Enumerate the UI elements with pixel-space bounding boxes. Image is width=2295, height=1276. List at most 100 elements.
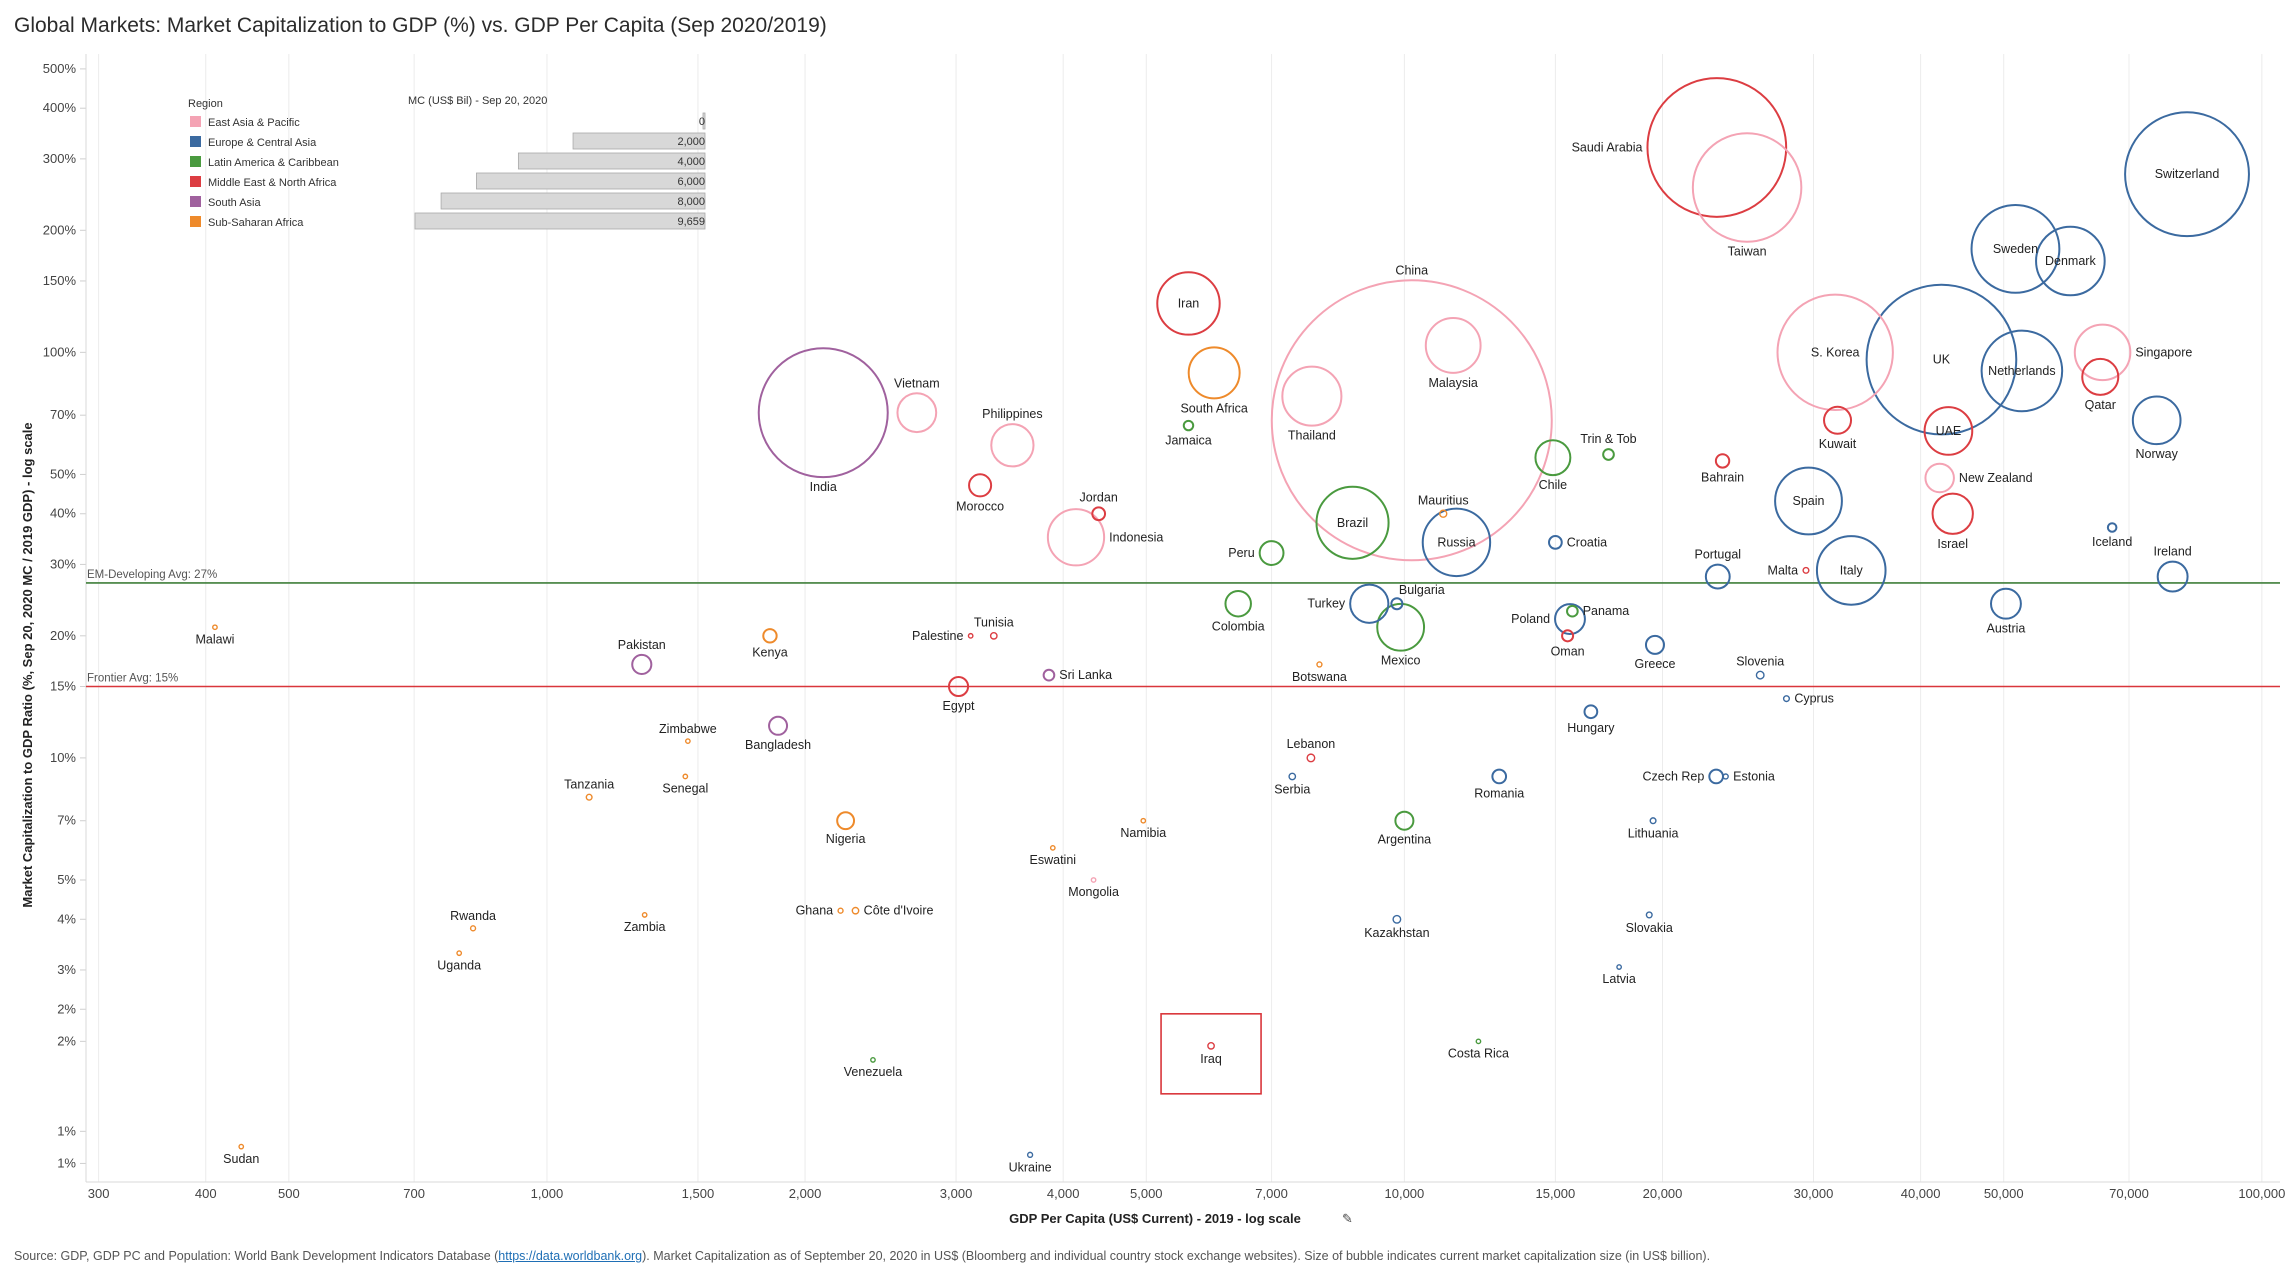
y-tick-label: 200% bbox=[43, 222, 77, 237]
point-chile[interactable] bbox=[1534, 439, 1572, 477]
point-taiwan[interactable] bbox=[1691, 132, 1803, 243]
point-trin-tob[interactable] bbox=[1602, 448, 1615, 461]
source-prefix: Source: GDP, GDP PC and Population: Worl… bbox=[14, 1249, 499, 1263]
point-turkey[interactable] bbox=[1349, 583, 1390, 624]
point-austria[interactable] bbox=[1990, 587, 2022, 620]
point-malta[interactable] bbox=[1802, 566, 1810, 574]
point-s-korea[interactable] bbox=[1776, 293, 1894, 412]
point-indonesia[interactable] bbox=[1046, 508, 1106, 567]
point-thailand[interactable] bbox=[1281, 365, 1343, 427]
point-greece[interactable] bbox=[1644, 634, 1665, 655]
point-morocco[interactable] bbox=[968, 473, 993, 498]
point-latvia[interactable] bbox=[1616, 964, 1623, 970]
point-sweden[interactable] bbox=[1970, 203, 2061, 294]
point-new-zealand[interactable] bbox=[1924, 462, 1955, 494]
legend-size-label: 4,000 bbox=[677, 156, 705, 168]
label-jamaica: Jamaica bbox=[1165, 433, 1212, 447]
point-zambia[interactable] bbox=[641, 912, 648, 918]
point-estonia[interactable] bbox=[1722, 773, 1729, 780]
point-oman[interactable] bbox=[1561, 629, 1575, 643]
point-egypt[interactable] bbox=[947, 675, 970, 698]
point-panama[interactable] bbox=[1566, 604, 1579, 618]
source-link[interactable]: https://data.worldbank.org bbox=[498, 1249, 643, 1263]
point-saudi-arabia[interactable] bbox=[1646, 77, 1788, 218]
point-ireland[interactable] bbox=[2156, 560, 2189, 593]
point-lithuania[interactable] bbox=[1649, 817, 1657, 825]
point-switzerland[interactable] bbox=[2124, 111, 2250, 238]
point-vietnam[interactable] bbox=[896, 392, 938, 434]
point-costa-rica[interactable] bbox=[1475, 1038, 1482, 1045]
point-hungary[interactable] bbox=[1583, 704, 1599, 720]
point-malawi[interactable] bbox=[212, 624, 218, 631]
point-uae[interactable] bbox=[1923, 406, 1974, 456]
point-iraq[interactable] bbox=[1207, 1041, 1215, 1050]
point-slovenia[interactable] bbox=[1755, 670, 1765, 680]
point-lebanon[interactable] bbox=[1306, 753, 1316, 763]
point-malaysia[interactable] bbox=[1424, 317, 1482, 374]
point-uk[interactable] bbox=[1865, 283, 2018, 436]
point-qatar[interactable] bbox=[2081, 357, 2120, 396]
point-kuwait[interactable] bbox=[1823, 405, 1853, 435]
point-sri-lanka[interactable] bbox=[1042, 668, 1056, 682]
point-senegal[interactable] bbox=[682, 773, 689, 780]
y-tick-label: 1% bbox=[57, 1123, 76, 1138]
point-argentina[interactable] bbox=[1394, 810, 1415, 831]
point-c-te-d-ivoire[interactable] bbox=[851, 906, 860, 915]
point-nigeria[interactable] bbox=[836, 811, 856, 831]
point-netherlands[interactable] bbox=[1980, 329, 2064, 413]
point-uganda[interactable] bbox=[456, 950, 463, 957]
point-iran[interactable] bbox=[1156, 271, 1221, 336]
point-jamaica[interactable] bbox=[1182, 419, 1195, 432]
point-portugal[interactable] bbox=[1704, 563, 1731, 590]
point-south-africa[interactable] bbox=[1187, 346, 1241, 400]
point-cyprus[interactable] bbox=[1782, 695, 1791, 703]
legend-swatch-south-asia bbox=[190, 196, 201, 207]
point-tanzania[interactable] bbox=[585, 793, 593, 801]
point-kenya[interactable] bbox=[762, 628, 778, 644]
point-pakistan[interactable] bbox=[631, 653, 653, 676]
point-botswana[interactable] bbox=[1316, 661, 1323, 668]
point-croatia[interactable] bbox=[1548, 534, 1563, 550]
point-jordan[interactable] bbox=[1091, 506, 1107, 522]
point-zimbabwe[interactable] bbox=[684, 738, 691, 745]
point-romania[interactable] bbox=[1491, 768, 1508, 785]
point-colombia[interactable] bbox=[1224, 589, 1252, 618]
point-singapore[interactable] bbox=[2073, 323, 2132, 382]
point-russia[interactable] bbox=[1421, 507, 1492, 578]
point-iceland[interactable] bbox=[2106, 522, 2118, 533]
y-tick-label: 2% bbox=[57, 1033, 76, 1048]
point-denmark[interactable] bbox=[2035, 225, 2106, 297]
point-ukraine[interactable] bbox=[1026, 1151, 1034, 1159]
point-venezuela[interactable] bbox=[870, 1057, 876, 1063]
point-bulgaria[interactable] bbox=[1390, 597, 1404, 611]
point-italy[interactable] bbox=[1815, 535, 1887, 606]
point-ghana[interactable] bbox=[837, 907, 844, 914]
point-india[interactable] bbox=[757, 347, 889, 479]
point-palestine[interactable] bbox=[967, 632, 974, 639]
point-rwanda[interactable] bbox=[469, 925, 477, 932]
point-serbia[interactable] bbox=[1288, 772, 1297, 781]
point-bahrain[interactable] bbox=[1714, 453, 1731, 469]
point-namibia[interactable] bbox=[1140, 817, 1147, 824]
point-slovakia[interactable] bbox=[1645, 911, 1653, 919]
point-eswatini[interactable] bbox=[1049, 844, 1056, 851]
point-norway[interactable] bbox=[2131, 395, 2182, 446]
label-sweden: Sweden bbox=[1993, 242, 2038, 256]
point-bangladesh[interactable] bbox=[768, 715, 789, 736]
point-mauritius[interactable] bbox=[1439, 509, 1448, 518]
point-mexico[interactable] bbox=[1376, 602, 1426, 652]
legend-size-bar bbox=[517, 152, 706, 170]
point-philippines[interactable] bbox=[990, 423, 1035, 468]
point-sudan[interactable] bbox=[238, 1143, 245, 1150]
point-spain[interactable] bbox=[1774, 466, 1843, 536]
point-peru[interactable] bbox=[1258, 540, 1285, 566]
point-tunisia[interactable] bbox=[989, 631, 998, 640]
point-kazakhstan[interactable] bbox=[1392, 914, 1402, 924]
point-brazil[interactable] bbox=[1315, 485, 1390, 560]
point-mongolia[interactable] bbox=[1090, 877, 1097, 883]
point-israel[interactable] bbox=[1931, 492, 1974, 535]
label-peru: Peru bbox=[1228, 546, 1254, 560]
point-china[interactable] bbox=[1270, 279, 1553, 562]
point-poland[interactable] bbox=[1554, 603, 1586, 635]
point-czech-rep[interactable] bbox=[1708, 768, 1725, 785]
